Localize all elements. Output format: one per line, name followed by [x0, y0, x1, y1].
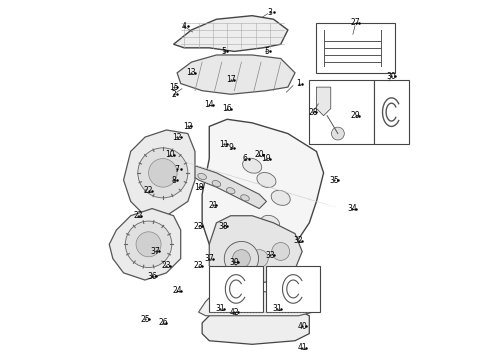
Text: 1: 1 [296, 79, 301, 88]
Text: 31: 31 [215, 304, 225, 313]
Circle shape [148, 158, 177, 187]
Ellipse shape [271, 190, 290, 205]
Circle shape [229, 243, 247, 260]
Text: 29: 29 [351, 111, 361, 120]
Ellipse shape [241, 195, 249, 201]
Polygon shape [109, 208, 181, 280]
Text: 21: 21 [208, 201, 218, 210]
Text: 17: 17 [226, 76, 236, 85]
Text: 41: 41 [297, 343, 307, 352]
Text: 37: 37 [151, 247, 161, 256]
Text: 42: 42 [229, 308, 239, 317]
Text: 9: 9 [228, 143, 233, 152]
Ellipse shape [226, 188, 235, 194]
Text: 23: 23 [194, 222, 203, 231]
Bar [373, 80, 409, 144]
Text: 35: 35 [329, 176, 339, 185]
Text: 7: 7 [175, 165, 179, 174]
Text: 15: 15 [169, 83, 178, 92]
Text: 2: 2 [171, 90, 176, 99]
Circle shape [272, 243, 290, 260]
Text: 31: 31 [272, 304, 282, 313]
Text: 33: 33 [265, 251, 275, 260]
Ellipse shape [243, 158, 262, 173]
Text: 12: 12 [183, 122, 193, 131]
Polygon shape [173, 16, 288, 51]
Ellipse shape [261, 215, 280, 230]
Circle shape [250, 249, 268, 267]
Text: 39: 39 [229, 258, 239, 267]
Polygon shape [188, 166, 267, 208]
Text: 30: 30 [387, 72, 396, 81]
Text: 25: 25 [140, 315, 150, 324]
Ellipse shape [198, 173, 206, 180]
Text: 32: 32 [294, 236, 303, 245]
Text: 28: 28 [308, 108, 318, 117]
Text: 12: 12 [172, 132, 182, 141]
Text: 22: 22 [144, 186, 153, 195]
Bar [317, 23, 395, 73]
Text: 5: 5 [221, 47, 226, 56]
Circle shape [136, 232, 161, 257]
Bar [309, 80, 373, 144]
Text: 3: 3 [268, 8, 272, 17]
Circle shape [232, 249, 250, 267]
Polygon shape [198, 291, 313, 316]
Text: 27: 27 [351, 18, 361, 27]
Bar [267, 266, 320, 312]
Polygon shape [317, 87, 331, 116]
Text: 20: 20 [254, 150, 264, 159]
Text: 18: 18 [194, 183, 203, 192]
Text: 23: 23 [194, 261, 203, 270]
Text: 26: 26 [158, 318, 168, 327]
Text: 5: 5 [264, 47, 269, 56]
Text: 37: 37 [204, 254, 214, 263]
Text: 4: 4 [182, 22, 187, 31]
Text: 38: 38 [219, 222, 228, 231]
Polygon shape [202, 305, 309, 344]
Text: 22: 22 [133, 211, 143, 220]
Text: 6: 6 [243, 154, 247, 163]
Text: 8: 8 [171, 176, 176, 185]
Circle shape [331, 127, 344, 140]
Bar [209, 266, 263, 312]
Text: 24: 24 [172, 286, 182, 295]
Ellipse shape [212, 180, 220, 187]
Text: 19: 19 [262, 154, 271, 163]
Text: 10: 10 [165, 150, 175, 159]
Text: 23: 23 [162, 261, 171, 270]
Polygon shape [209, 216, 302, 287]
Ellipse shape [257, 172, 276, 188]
Text: 14: 14 [204, 100, 214, 109]
Polygon shape [202, 119, 323, 266]
Polygon shape [177, 55, 295, 94]
Text: 40: 40 [297, 322, 307, 331]
Polygon shape [123, 130, 195, 216]
Text: 16: 16 [222, 104, 232, 113]
Text: 13: 13 [187, 68, 196, 77]
Text: 34: 34 [347, 204, 357, 213]
Text: 11: 11 [219, 140, 228, 149]
Circle shape [125, 221, 172, 267]
Circle shape [138, 148, 188, 198]
Circle shape [224, 242, 259, 276]
Text: 36: 36 [147, 272, 157, 281]
